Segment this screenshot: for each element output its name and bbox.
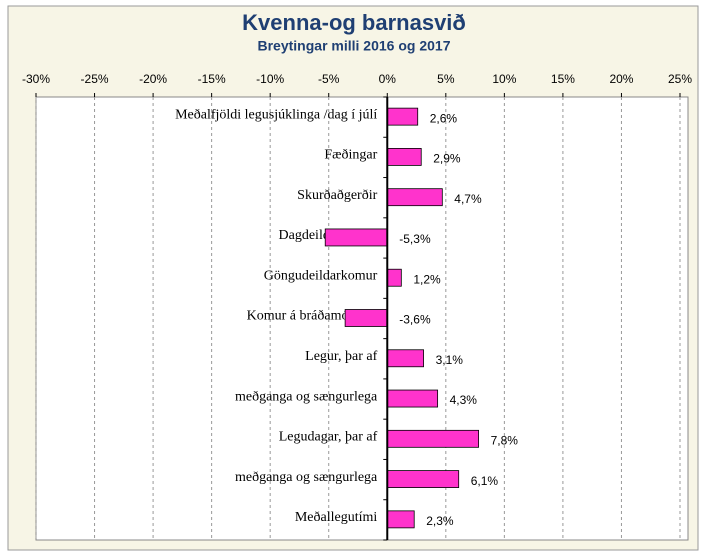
category-label: meðganga og sængurlega bbox=[235, 389, 378, 404]
category-label: Meðallegutími bbox=[295, 510, 378, 525]
bar bbox=[386, 107, 419, 126]
category-label: Skurðaðgerðir bbox=[297, 188, 377, 203]
category-label: Komur á bráðamóttöku bbox=[247, 309, 378, 324]
x-tick-label: 0% bbox=[379, 72, 397, 86]
value-label: 4,3% bbox=[450, 393, 478, 407]
bar bbox=[344, 309, 388, 327]
bar bbox=[386, 470, 460, 488]
value-label: 6,1% bbox=[471, 474, 499, 488]
x-tick-label: -10% bbox=[256, 72, 284, 86]
value-label: 2,6% bbox=[430, 111, 458, 125]
x-tick-label: 25% bbox=[668, 72, 692, 86]
x-tick-label: -25% bbox=[81, 72, 109, 86]
value-label: 7,8% bbox=[491, 433, 519, 447]
bar bbox=[386, 188, 443, 207]
value-label: 4,7% bbox=[454, 192, 482, 206]
chart-subtitle: Breytingar milli 2016 og 2017 bbox=[258, 38, 451, 54]
category-label: Legudagar, þar af bbox=[279, 430, 378, 445]
category-label: Fæðingar bbox=[324, 148, 377, 163]
chart-title: Kvenna-og barnasvið bbox=[242, 10, 466, 35]
bar bbox=[386, 268, 402, 287]
value-label: -3,6% bbox=[399, 313, 431, 327]
bar bbox=[386, 349, 424, 368]
x-tick-label: 10% bbox=[492, 72, 516, 86]
x-tick-label: 20% bbox=[609, 72, 633, 86]
bar bbox=[386, 510, 415, 529]
value-label: 2,3% bbox=[426, 514, 454, 528]
category-label: meðganga og sængurlega bbox=[235, 470, 378, 485]
bar bbox=[386, 389, 439, 408]
value-label: 3,1% bbox=[436, 353, 464, 367]
bar bbox=[386, 429, 480, 448]
value-label: 1,2% bbox=[413, 272, 441, 286]
value-label: 2,9% bbox=[433, 152, 461, 166]
x-tick-label: -5% bbox=[318, 72, 340, 86]
category-label: Legur, þar af bbox=[305, 349, 377, 364]
bar bbox=[324, 228, 388, 247]
bar bbox=[386, 148, 422, 166]
x-tick-label: 5% bbox=[437, 72, 455, 86]
value-label: -5,3% bbox=[399, 232, 431, 246]
category-label: Meðalfjöldi legusjúklinga /dag í júlí bbox=[175, 107, 377, 122]
x-tick-label: -15% bbox=[198, 72, 226, 86]
category-label: Göngudeildarkomur bbox=[264, 268, 378, 283]
x-tick-label: 15% bbox=[551, 72, 575, 86]
x-tick-label: -20% bbox=[139, 72, 167, 86]
x-tick-label: -30% bbox=[22, 72, 50, 86]
